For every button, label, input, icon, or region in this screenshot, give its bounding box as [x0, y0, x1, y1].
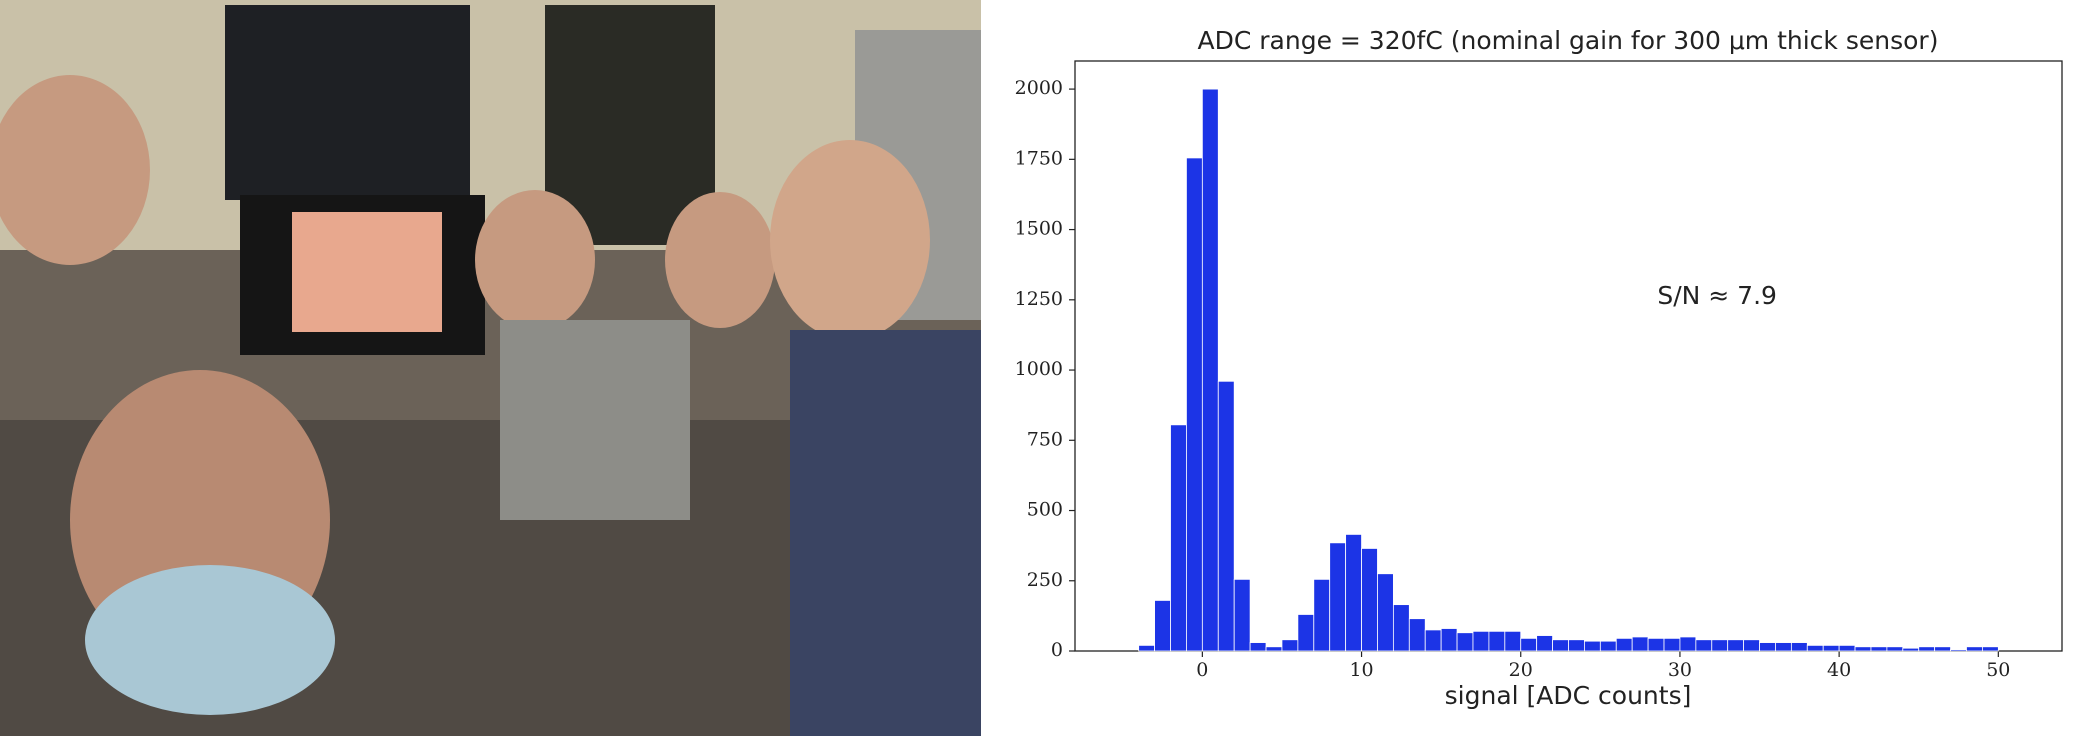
bar: [1806, 644, 1824, 652]
y-tick-label: 500: [1027, 499, 1063, 521]
bar: [1552, 639, 1569, 652]
bar: [1599, 640, 1617, 652]
x-tick-label: 0: [1196, 659, 1208, 681]
bar: [1170, 424, 1187, 652]
x-tick-label: 20: [1509, 659, 1533, 681]
bar: [1886, 646, 1904, 652]
bar: [1950, 649, 1967, 652]
y-tick-label: 1000: [1015, 358, 1063, 380]
bar: [1568, 639, 1585, 652]
bar: [1424, 629, 1442, 652]
bar: [1504, 630, 1522, 652]
bar: [1408, 618, 1426, 652]
bar: [1934, 646, 1951, 652]
x-tick-label: 50: [1986, 659, 2010, 681]
bar: [1647, 637, 1665, 652]
bar: [1982, 646, 1999, 652]
x-tick-label: 40: [1827, 659, 1851, 681]
bar: [1631, 636, 1649, 652]
bar: [1297, 614, 1315, 652]
x-tick-label: 10: [1349, 659, 1373, 681]
bar: [1361, 548, 1378, 652]
bar: [1488, 630, 1506, 652]
bar: [1456, 632, 1474, 652]
bar: [1217, 380, 1235, 652]
bar: [1472, 630, 1490, 652]
bar: [1854, 646, 1872, 652]
bar: [1838, 644, 1856, 652]
bar: [1790, 642, 1808, 652]
x-tick-label: 30: [1668, 659, 1692, 681]
photo: [0, 0, 981, 736]
x-axis-label: signal [ADC counts]: [1445, 681, 1692, 710]
bar: [1186, 157, 1203, 652]
bar: [1918, 646, 1936, 652]
bar: [1743, 639, 1760, 652]
bar: [1822, 644, 1840, 652]
bar: [1966, 646, 1983, 652]
chart-title: ADC range = 320fC (nominal gain for 300 …: [1198, 26, 1939, 55]
bar: [1281, 639, 1299, 652]
y-tick-label: 750: [1027, 428, 1063, 450]
bar: [1663, 637, 1681, 652]
bar: [1679, 636, 1697, 652]
bar: [1711, 639, 1729, 652]
y-tick-label: 2000: [1015, 77, 1063, 99]
bar: [1775, 642, 1792, 652]
annotation: S/N ≈ 7.9: [1657, 281, 1777, 310]
y-tick-label: 1750: [1015, 147, 1063, 169]
bar: [1870, 646, 1888, 652]
bar: [1902, 647, 1920, 652]
bar: [1392, 604, 1410, 652]
bar: [1615, 637, 1633, 652]
bar: [1727, 639, 1745, 652]
y-tick-label: 1500: [1015, 218, 1063, 240]
bar: [1201, 88, 1219, 652]
bar: [1695, 639, 1713, 652]
bar: [1138, 644, 1155, 652]
bar: [1154, 600, 1171, 652]
bar: [1440, 628, 1458, 652]
y-tick-label: 0: [1051, 639, 1063, 661]
bar: [1520, 637, 1538, 652]
bar: [1249, 642, 1267, 652]
bar: [1329, 542, 1347, 652]
bar: [1233, 578, 1251, 652]
y-tick-label: 250: [1027, 569, 1063, 591]
bar: [1536, 635, 1553, 652]
bar: [1345, 534, 1362, 652]
bar: [1377, 573, 1394, 652]
y-tick-label: 1250: [1015, 288, 1063, 310]
bar: [1313, 578, 1331, 652]
bar: [1759, 642, 1776, 652]
bar: [1265, 646, 1283, 652]
bar: [1584, 640, 1601, 652]
